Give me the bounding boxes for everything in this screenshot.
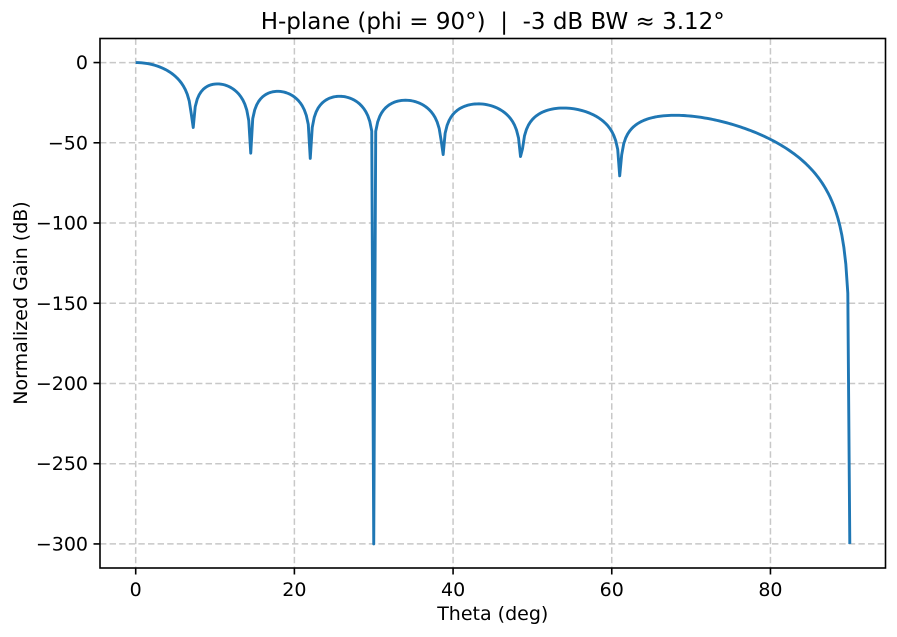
tick-marks	[93, 61, 772, 575]
y-tick-labels: 0 −50 −100 −150 −200 −250 −300	[36, 52, 88, 555]
y-tick-label-0: 0	[76, 52, 88, 74]
y-tick-label-4: −200	[36, 373, 88, 395]
x-axis-label: Theta (deg)	[436, 603, 548, 625]
y-tick-label-3: −150	[36, 293, 88, 315]
x-tick-label-0: 0	[130, 579, 142, 601]
y-tick-label-5: −250	[36, 453, 88, 475]
gridlines	[100, 38, 886, 568]
y-tick-label-1: −50	[48, 132, 88, 154]
h-plane-gain-curve	[135, 61, 852, 546]
x-tick-label-3: 60	[600, 579, 624, 601]
x-tick-labels: 0 20 40 60 80	[130, 579, 783, 601]
x-tick-label-1: 20	[282, 579, 306, 601]
x-tick-label-2: 40	[441, 579, 465, 601]
y-tick-label-6: −300	[36, 533, 88, 555]
y-axis-label: Normalized Gain (dB)	[10, 201, 32, 404]
x-tick-label-4: 80	[758, 579, 782, 601]
chart-title: H-plane (phi = 90°) | -3 dB BW ≈ 3.12°	[261, 9, 725, 35]
y-tick-label-2: −100	[36, 213, 88, 235]
